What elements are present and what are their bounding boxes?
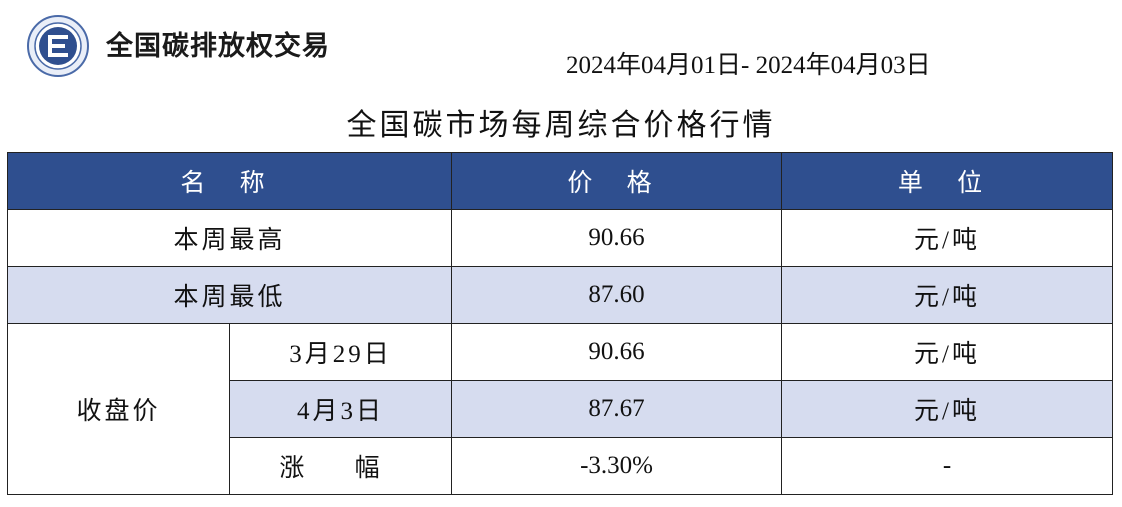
brand-name: 全国碳排放权交易	[106, 31, 330, 62]
price-week-high: 90.66	[451, 209, 783, 267]
unit-week-low: 元/吨	[781, 266, 1114, 324]
row-label-change: 涨 幅	[228, 437, 453, 495]
row-label-week-high: 本周最高	[6, 209, 453, 267]
row-label-closing-day1: 3月29日	[228, 323, 453, 381]
logo-emblem-icon	[27, 15, 89, 77]
column-header-price: 价 格	[451, 152, 783, 210]
unit-change: -	[781, 437, 1114, 495]
page-title: 全国碳市场每周综合价格行情	[346, 108, 776, 143]
row-label-closing-day2: 4月3日	[228, 380, 453, 438]
unit-closing-day2: 元/吨	[781, 380, 1114, 438]
price-closing-day1: 90.66	[451, 323, 783, 381]
unit-closing-day1: 元/吨	[781, 323, 1114, 381]
table-header-row: 名 称 价 格 单 位	[6, 152, 1114, 210]
table-row-change: 涨 幅 -3.30% -	[8, 437, 1114, 495]
price-closing-day2: 87.67	[451, 380, 783, 438]
row-label-week-low: 本周最低	[6, 266, 453, 324]
column-header-name: 名 称	[6, 152, 453, 210]
table-row-week-high: 本周最高 90.66 元/吨	[6, 209, 1114, 267]
date-range: 2024年04月01日- 2024年04月03日	[566, 52, 931, 79]
price-table: 名 称 价 格 单 位 本周最高 90.66 元/吨 本周最低 87.60 元/…	[6, 152, 1114, 495]
table-row-closing-day1: 收盘价 3月29日 90.66 元/吨	[7, 323, 1114, 495]
unit-week-high: 元/吨	[781, 209, 1114, 267]
brand-logo	[22, 14, 94, 78]
table-row-week-low: 本周最低 87.60 元/吨	[6, 266, 1114, 324]
price-change: -3.30%	[451, 437, 783, 495]
price-week-low: 87.60	[451, 266, 783, 324]
column-header-unit: 单 位	[781, 152, 1114, 210]
row-group-label-closing: 收盘价	[7, 323, 230, 495]
